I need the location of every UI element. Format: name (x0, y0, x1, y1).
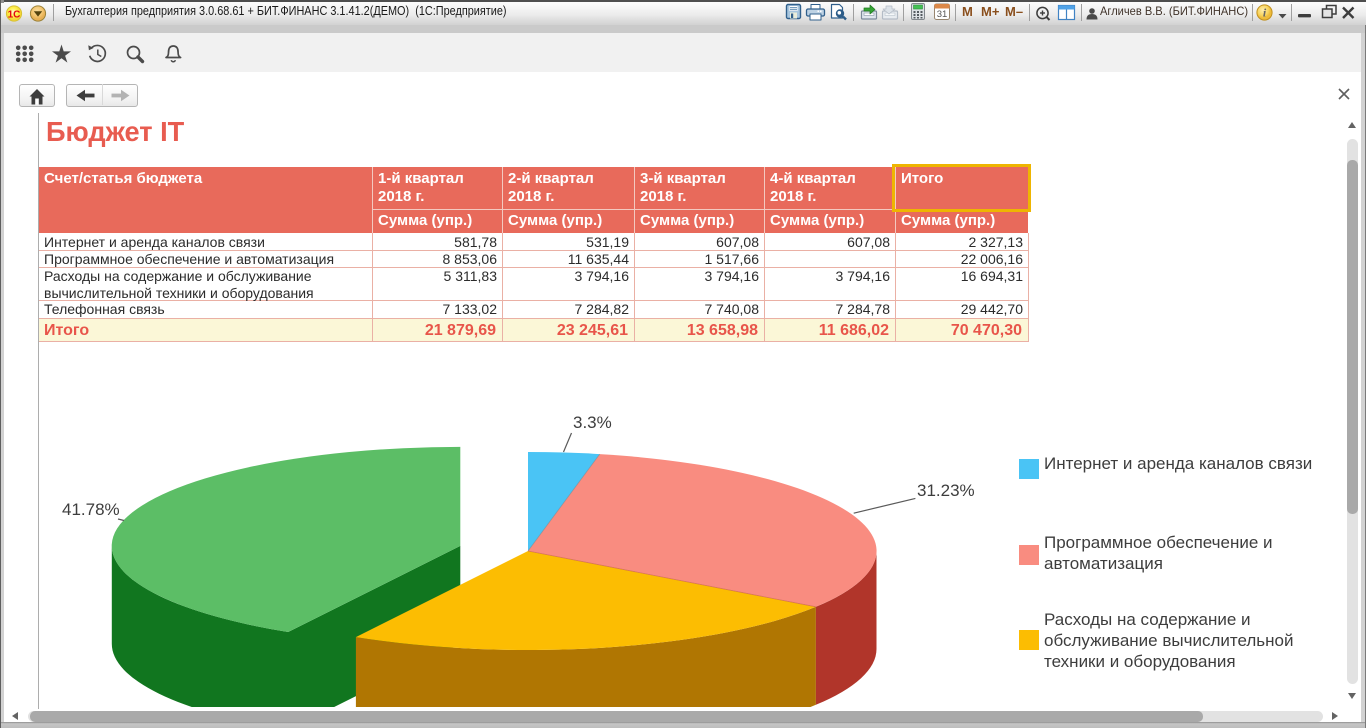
svg-text:i: i (1263, 6, 1267, 20)
svg-text:31: 31 (937, 9, 948, 20)
svg-text:1С: 1С (8, 10, 21, 21)
